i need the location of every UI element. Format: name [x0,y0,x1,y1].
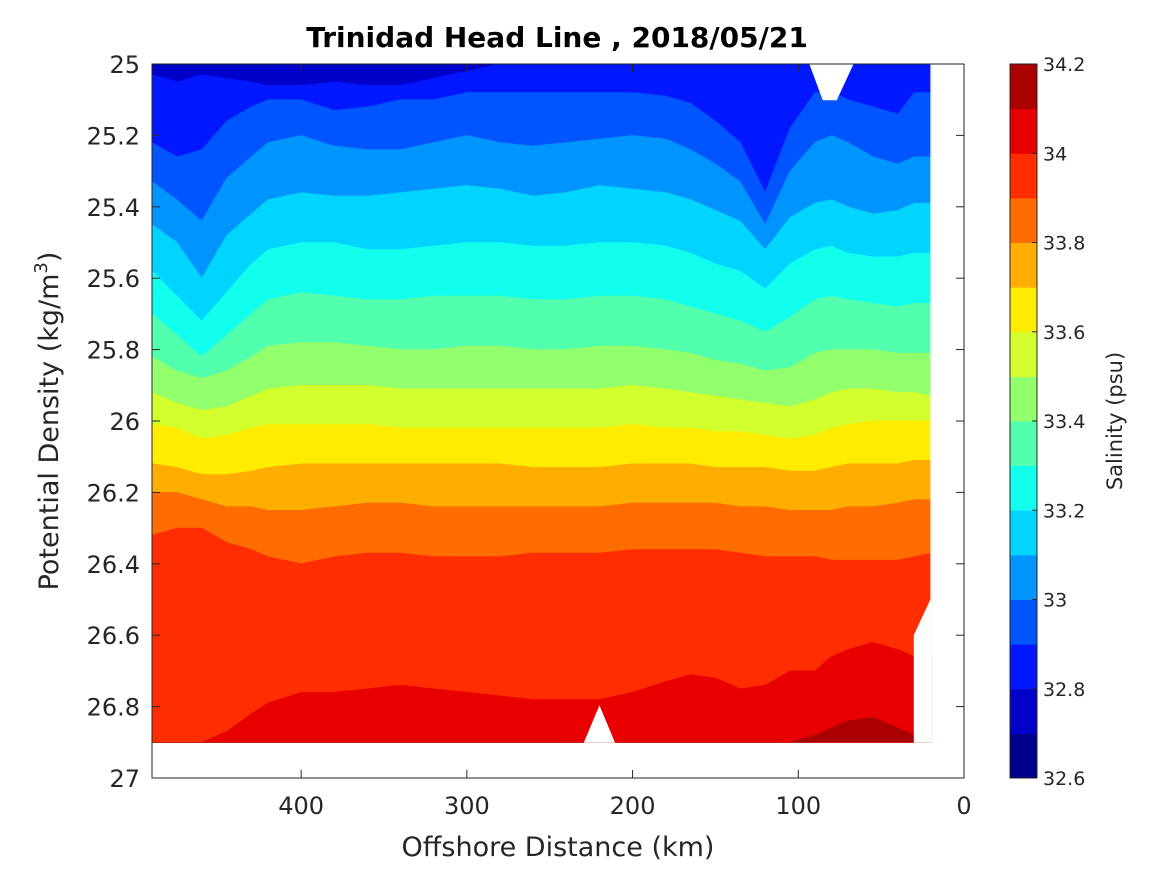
y-tick-label: 25.4 [87,194,140,222]
x-tick-label: 400 [278,792,324,820]
colorbar-tick-label: 34.2 [1043,54,1085,76]
contour-band-12 [152,641,932,743]
y-tick-label: 26.2 [87,479,140,507]
colorbar-swatch [1010,197,1037,243]
y-axis-label-main: Potential Density (kg/m [34,274,65,591]
y-axis-label: Potential Density (kg/m3) [31,252,65,591]
colorbar-swatch [1010,153,1037,199]
x-axis: 400 300 200 100 0 [278,64,972,820]
y-tick-label: 26 [109,408,140,436]
x-axis-label: Offshore Distance (km) [402,832,715,863]
colorbar-tick-label: 33.2 [1043,500,1085,522]
y-tick-label: 25 [109,51,140,79]
colorbar: 32.6 32.8 33 33.2 33.4 33.6 33.8 34 34.2 [1009,54,1085,790]
y-tick-label: 25.8 [87,337,140,365]
colorbar-swatch [1010,733,1037,779]
x-tick-label: 100 [775,792,821,820]
colorbar-swatch [1010,688,1037,734]
y-tick-label: 25.6 [87,265,140,293]
plot-area [151,63,965,779]
colorbar-tick-label: 32.8 [1043,679,1085,701]
colorbar-swatch [1010,64,1037,110]
colorbar-swatch [1010,644,1037,690]
x-tick-label: 200 [610,792,656,820]
colorbar-swatch [1010,510,1037,556]
y-tick-label: 25.2 [87,122,140,150]
colorbar-ticks: 32.6 32.8 33 33.2 33.4 33.6 33.8 34 34.2 [1032,54,1085,790]
colorbar-swatch [1010,242,1037,288]
y-tick-label: 26.8 [87,694,140,722]
colorbar-tick-label: 33.4 [1043,411,1085,433]
y-axis-label-close: ) [34,252,65,263]
colorbar-swatch [1010,599,1037,645]
chart-title: Trinidad Head Line , 2018/05/21 [306,21,808,54]
colorbar-swatch [1010,465,1037,511]
colorbar-swatch [1010,376,1037,422]
colorbar-tick-label: 34 [1043,143,1067,165]
y-axis-label-superscript: 3 [31,262,52,273]
x-tick-label: 300 [444,792,490,820]
colorbar-tick-label: 33 [1043,590,1067,612]
contour-fills [151,63,932,743]
y-axis: 25 25.2 25.4 25.6 25.8 26 26.2 26.4 26.6 26.8 27 [87,51,964,793]
colorbar-swatch [1010,554,1037,600]
y-tick-label: 26.4 [87,551,140,579]
colorbar-swatch [1010,421,1037,467]
y-tick-label: 26.6 [87,622,140,650]
colorbar-swatch [1010,287,1037,333]
y-tick-label: 27 [109,765,140,793]
colorbar-swatch [1010,331,1037,377]
colorbar-tick-label: 32.6 [1043,768,1085,790]
colorbar-swatch [1010,108,1037,154]
colorbar-tick-label: 33.6 [1043,322,1085,344]
colorbar-swatches [1010,64,1037,779]
colorbar-tick-label: 33.8 [1043,233,1085,255]
blank-region-coastal-gap [913,64,932,743]
colorbar-label: Salinity (psu) [1103,352,1127,490]
blank-regions [583,63,932,743]
blank-region-bottom-gap [583,705,616,743]
x-tick-label: 0 [956,792,971,820]
